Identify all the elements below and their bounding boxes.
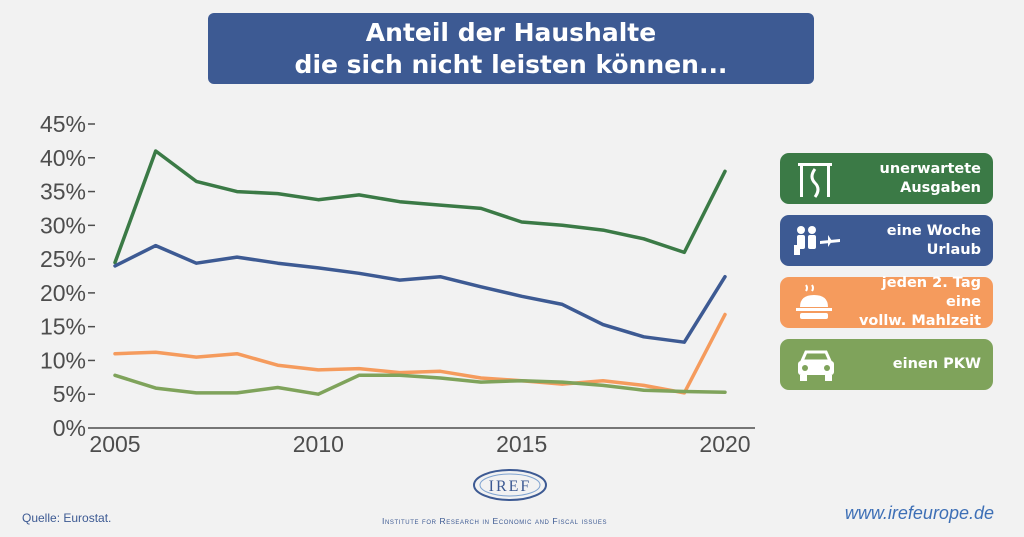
x-tick-label: 2015 [496, 431, 547, 457]
legend-item-unerwartete-ausgaben: unerwartete Ausgaben [780, 153, 993, 204]
legend-label-line-2: einen PKW [892, 356, 981, 372]
y-tick-label: 45% [40, 111, 86, 137]
y-tick-label: 20% [40, 280, 86, 306]
x-axis: 2005 2010 2015 2020 [89, 427, 755, 457]
y-tick-label: 5% [53, 381, 86, 407]
meal-dish-icon [796, 283, 832, 319]
legend-item-einen-pkw: einen PKW [780, 339, 993, 390]
bridge-road-icon [798, 162, 832, 198]
series-line [113, 149, 727, 265]
legend-label-line-1: eine Woche [886, 222, 981, 239]
legend-label-line-2: Urlaub [926, 241, 981, 258]
institute-name: Institute for Research in Economic and F… [382, 516, 608, 526]
series-line [113, 243, 727, 344]
legend-item-mahlzeit: jeden 2. Tag eine vollw. Mahlzeit [780, 275, 993, 329]
travel-couple-plane-icon [794, 225, 840, 255]
x-tick-label: 2010 [293, 431, 344, 457]
legend-label-line-1: jeden 2. Tag eine [881, 275, 981, 310]
title-line-1: Anteil der Haushalte [365, 17, 657, 47]
y-axis: 0% 5% 10% 15% 20% 25% 30% 35% 40% 45% [40, 111, 95, 441]
iref-logo: IREF [473, 469, 547, 501]
car-icon [798, 350, 834, 381]
series-line [113, 312, 727, 395]
legend-label-line-1: unerwartete [879, 160, 982, 177]
y-tick-label: 35% [40, 179, 86, 205]
series-line [113, 373, 727, 396]
y-tick-label: 10% [40, 347, 86, 373]
legend-label-line-2: Ausgaben [900, 179, 981, 196]
chart-title: Anteil der Haushalte die sich nicht leis… [208, 13, 814, 84]
x-tick-label: 2005 [89, 431, 140, 457]
y-tick-label: 0% [53, 415, 86, 441]
title-line-2: die sich nicht leisten können... [294, 49, 728, 79]
legend-label-line-2: vollw. Mahlzeit [858, 313, 981, 329]
y-tick-label: 25% [40, 246, 86, 272]
y-tick-label: 40% [40, 145, 86, 171]
y-tick-label: 30% [40, 212, 86, 238]
legend-item-eine-woche-urlaub: eine Woche Urlaub [780, 215, 993, 266]
y-tick-label: 15% [40, 314, 86, 340]
series-lines [113, 149, 727, 396]
website-link[interactable]: www.irefeurope.de [844, 503, 994, 523]
source-note: Quelle: Eurostat. [22, 511, 112, 525]
logo-text: IREF [489, 478, 532, 495]
x-tick-label: 2020 [699, 431, 750, 457]
